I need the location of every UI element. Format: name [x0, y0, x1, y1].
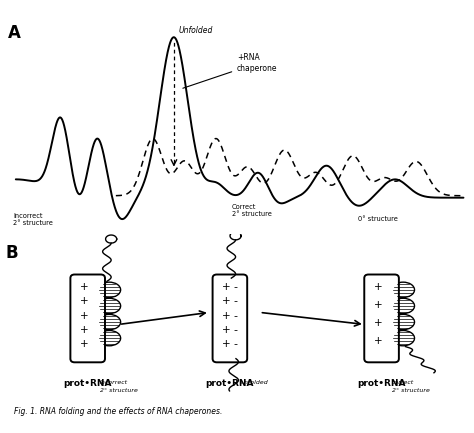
Text: +: + [222, 325, 230, 335]
Text: +: + [80, 310, 88, 321]
Text: +: + [80, 325, 88, 335]
Text: Incorrect: Incorrect [100, 380, 128, 385]
Text: +: + [222, 339, 230, 349]
Text: unfolded: unfolded [240, 380, 268, 385]
FancyBboxPatch shape [365, 275, 399, 362]
Ellipse shape [392, 330, 414, 346]
Text: 2° structure: 2° structure [392, 388, 430, 393]
Text: 2° structure: 2° structure [100, 388, 137, 393]
Ellipse shape [98, 282, 120, 297]
Text: prot•RNA: prot•RNA [64, 379, 112, 388]
Text: correct: correct [392, 380, 414, 385]
FancyBboxPatch shape [71, 275, 105, 362]
Ellipse shape [392, 298, 414, 313]
Text: +: + [374, 318, 382, 328]
Text: +: + [80, 282, 88, 292]
Ellipse shape [98, 330, 120, 346]
Ellipse shape [392, 314, 414, 330]
Text: prot•RNA: prot•RNA [357, 379, 406, 388]
Text: +: + [80, 296, 88, 306]
Text: +: + [222, 296, 230, 306]
Ellipse shape [98, 314, 120, 330]
Text: 0° structure: 0° structure [358, 216, 398, 222]
Text: Incorrect
2° structure: Incorrect 2° structure [13, 213, 53, 226]
Text: Fig. 1. RNA folding and the effects of RNA chaperones.: Fig. 1. RNA folding and the effects of R… [14, 407, 223, 416]
Text: +: + [222, 282, 230, 292]
Text: +: + [374, 300, 382, 310]
Text: -: - [234, 310, 237, 321]
Text: prot•RNA: prot•RNA [206, 379, 254, 388]
Text: -: - [234, 325, 237, 335]
Text: Correct
2° structure: Correct 2° structure [232, 204, 272, 217]
Text: -: - [234, 339, 237, 349]
Text: +: + [80, 339, 88, 349]
Text: -: - [234, 282, 237, 292]
Text: B: B [6, 244, 18, 262]
Text: -: - [234, 296, 237, 306]
Ellipse shape [392, 282, 414, 297]
FancyBboxPatch shape [212, 275, 247, 362]
Text: +RNA
chaperone: +RNA chaperone [183, 53, 278, 88]
Text: +: + [374, 336, 382, 346]
Ellipse shape [98, 298, 120, 313]
Text: +: + [222, 310, 230, 321]
Text: Unfolded: Unfolded [178, 26, 212, 35]
Text: +: + [374, 282, 382, 292]
Text: A: A [8, 24, 21, 42]
